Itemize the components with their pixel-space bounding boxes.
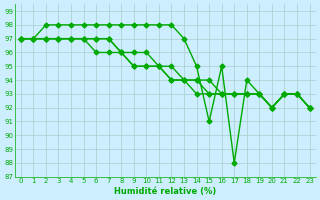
X-axis label: Humidité relative (%): Humidité relative (%) [114,187,216,196]
